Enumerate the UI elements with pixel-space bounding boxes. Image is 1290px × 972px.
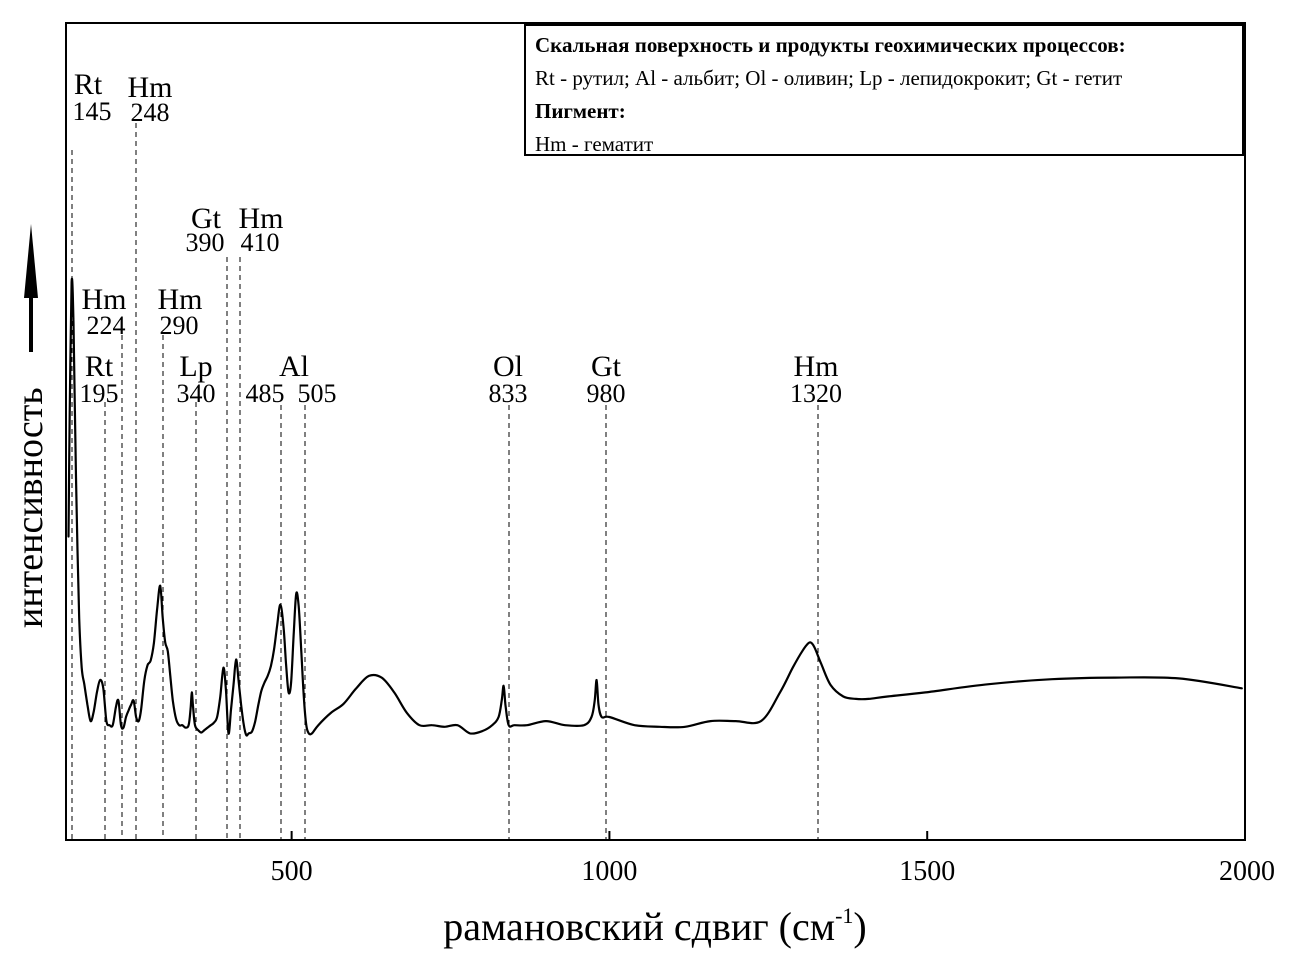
peak-wavenumber-label: 290 bbox=[160, 311, 199, 340]
peak-labels: 145Rt195Rt224Hm248Hm290Hm340Lp390Gt410Hm… bbox=[73, 68, 843, 408]
spectrum-line bbox=[67, 277, 1243, 737]
legend-line-minerals: Rt - рутил; Al - альбит; Ol - оливин; Lp… bbox=[535, 66, 1123, 90]
peak-mineral-label: Hm bbox=[794, 350, 839, 383]
x-axis-label-close: ) bbox=[853, 904, 866, 949]
peak-wavenumber-label: 224 bbox=[87, 311, 126, 340]
peak-reference-lines bbox=[71, 123, 819, 840]
peak-wavenumber-label: 980 bbox=[587, 379, 626, 408]
legend-box: Скальная поверхность и продукты геохимич… bbox=[524, 24, 1244, 156]
peak-mineral-label: Hm bbox=[158, 283, 203, 316]
peak-wavenumber-label: 340 bbox=[177, 379, 216, 408]
legend-heading-pigment: Пигмент: bbox=[535, 99, 626, 123]
y-axis-arrow-head bbox=[24, 224, 38, 298]
peak-wavenumber-label: 195 bbox=[80, 379, 119, 408]
peak-wavenumber-label: 833 bbox=[489, 379, 528, 408]
peak-mineral-label: Hm bbox=[82, 283, 127, 316]
peak-wavenumber-label: 390 bbox=[186, 228, 225, 257]
peak-wavenumber-label: 505 bbox=[298, 379, 337, 408]
peak-mineral-label: Al bbox=[279, 350, 309, 383]
x-axis-label-main: рамановский сдвиг (см bbox=[443, 904, 835, 949]
peak-mineral-label: Lp bbox=[179, 350, 212, 383]
x-axis-label-superscript: -1 bbox=[835, 903, 853, 928]
peak-mineral-label: Gt bbox=[191, 202, 222, 235]
peak-wavenumber-label: 410 bbox=[241, 228, 280, 257]
legend-heading-rock-surface: Скальная поверхность и продукты геохимич… bbox=[535, 33, 1126, 57]
x-tick-label: 2000 bbox=[1219, 856, 1275, 887]
peak-wavenumber-label: 145 bbox=[73, 97, 112, 126]
x-tick-label: 500 bbox=[271, 856, 313, 887]
peak-mineral-label: Rt bbox=[74, 68, 103, 101]
x-axis-label: рамановский сдвиг (см-1) bbox=[443, 903, 866, 949]
peak-mineral-label: Ol bbox=[493, 350, 523, 383]
peak-wavenumber-label: 248 bbox=[131, 98, 170, 127]
peak-wavenumber-label: 485 bbox=[246, 379, 285, 408]
peak-mineral-label: Rt bbox=[85, 350, 114, 383]
peak-mineral-label: Hm bbox=[239, 202, 284, 235]
peak-mineral-label: Gt bbox=[591, 350, 622, 383]
legend-line-pigment: Hm - гематит bbox=[535, 132, 654, 156]
x-tick-label: 1000 bbox=[581, 856, 637, 887]
y-axis-label: интенсивность bbox=[9, 387, 51, 628]
peak-wavenumber-label: 1320 bbox=[790, 379, 842, 408]
peak-mineral-label: Hm bbox=[128, 71, 173, 104]
plot-frame bbox=[65, 22, 1246, 841]
x-axis-ticks: 500 1000 1500 2000 bbox=[271, 831, 1275, 887]
x-tick-label: 1500 bbox=[899, 856, 955, 887]
